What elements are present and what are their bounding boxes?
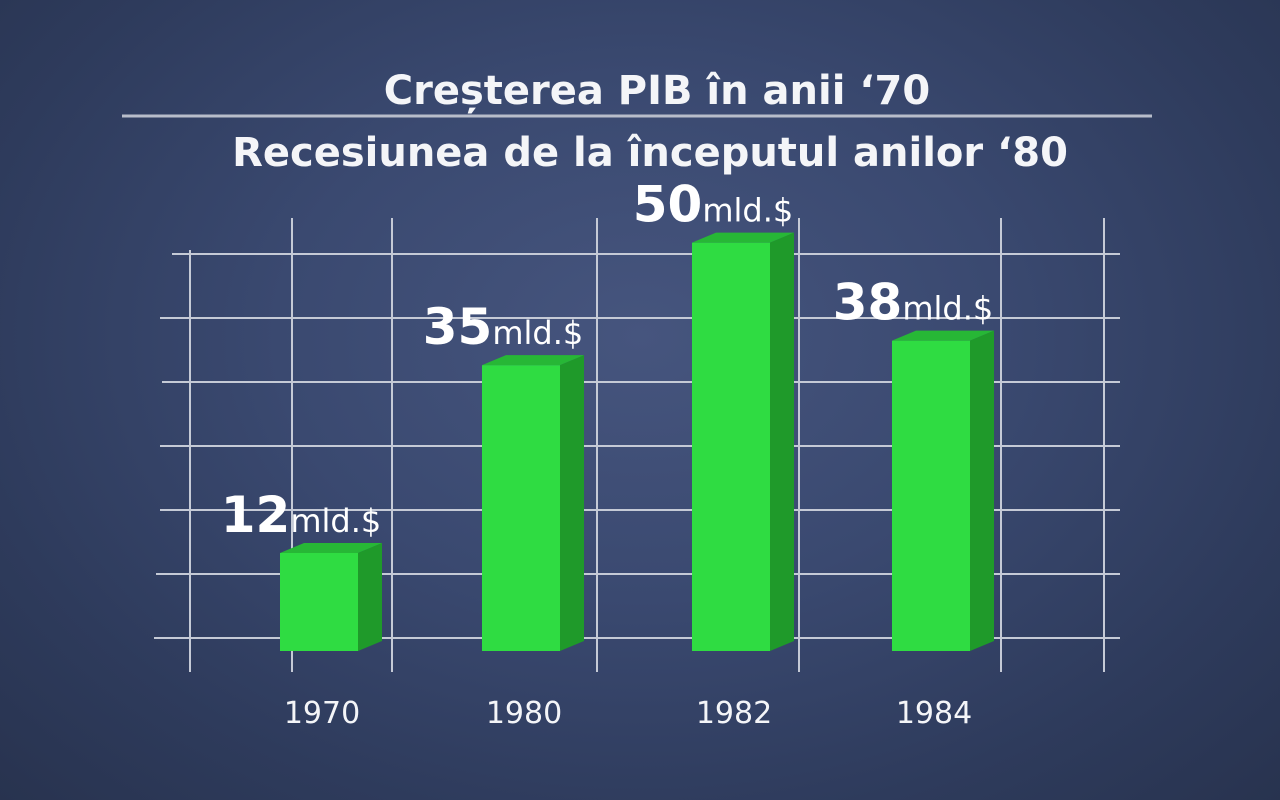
data-label: 38mld.$ [833,274,994,332]
bar-side [970,330,994,651]
bars [280,232,994,651]
bar-front [692,242,770,651]
data-label-value: 35 [423,298,493,356]
chart-subtitle: Recesiunea de la începutul anilor ‘80 [232,130,1068,176]
data-label-unit: mld.$ [492,314,583,352]
bar [280,543,382,651]
bar-top [280,543,382,553]
data-label: 35mld.$ [423,298,584,356]
x-tick-label: 1980 [486,696,562,731]
data-label: 50mld.$ [633,176,794,234]
data-label-value: 12 [221,486,291,544]
bar-front [280,553,358,651]
x-tick-label: 1984 [896,696,972,731]
bar-side [770,232,794,651]
data-label-unit: mld.$ [902,290,993,328]
data-label: 12mld.$ [221,486,382,544]
bar [892,330,994,651]
x-tick-label: 1970 [284,696,360,731]
data-label-value: 50 [633,176,703,234]
bar-front [892,340,970,651]
data-label-unit: mld.$ [702,192,793,230]
bar-front [482,365,560,651]
value-labels: 12mld.$35mld.$50mld.$38mld.$ [221,176,994,544]
bar-top [692,232,794,243]
chart-title: Creșterea PIB în anii ‘70 [384,68,930,114]
bar-side [560,355,584,651]
bar-top [892,330,994,341]
x-tick-label: 1982 [696,696,772,731]
bar-side [358,543,382,651]
data-label-value: 38 [833,274,903,332]
bar [482,355,584,651]
x-axis-ticks: 1970 1980 1982 1984 [284,696,972,731]
data-label-unit: mld.$ [290,502,381,540]
bar-top [482,355,584,366]
bar [692,232,794,651]
